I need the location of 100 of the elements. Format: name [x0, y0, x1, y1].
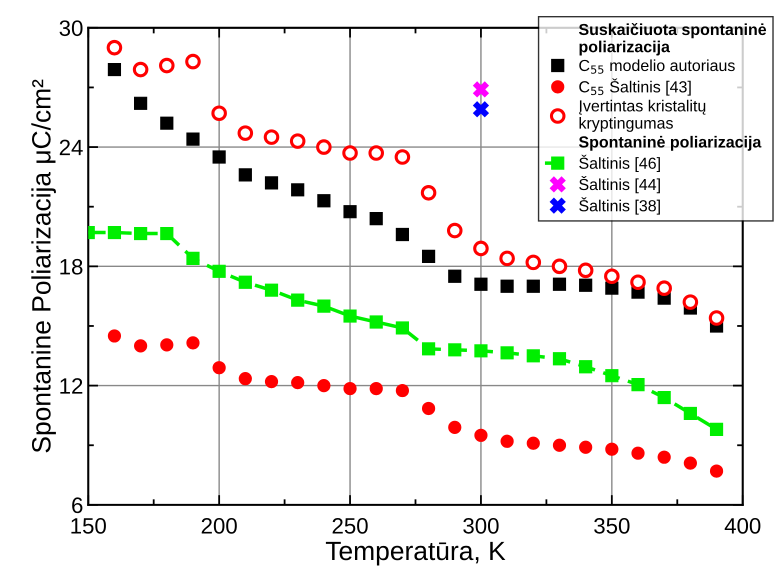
- x-tick-label: 200: [202, 518, 237, 534]
- point: [396, 384, 410, 398]
- point: [604, 268, 620, 284]
- point: [682, 294, 698, 310]
- point: [552, 258, 568, 274]
- point: [605, 369, 618, 382]
- point: [579, 278, 592, 292]
- point: [264, 284, 278, 297]
- point: [212, 150, 226, 164]
- point: [708, 310, 724, 326]
- point: [579, 360, 592, 374]
- point: [552, 278, 566, 291]
- point: [710, 464, 724, 478]
- point: [472, 81, 489, 98]
- point: [317, 300, 330, 313]
- point: [186, 132, 200, 146]
- point: [264, 129, 280, 145]
- point: [132, 62, 148, 78]
- point: [186, 336, 200, 350]
- point: [605, 282, 618, 295]
- point: [343, 382, 357, 396]
- legend-label: Įvertintas kristalitų kryptingumas: [579, 100, 706, 132]
- legend-label: Šaltinis [38]: [579, 197, 660, 215]
- point: [500, 280, 514, 293]
- point: [578, 262, 594, 278]
- point: [106, 40, 122, 56]
- point: [526, 254, 542, 270]
- point: [422, 250, 436, 263]
- point: [212, 264, 226, 278]
- point: [422, 402, 436, 416]
- point: [630, 274, 646, 290]
- point: [605, 442, 618, 456]
- point: [474, 428, 488, 442]
- point: [448, 420, 462, 434]
- point: [499, 250, 515, 266]
- point: [264, 176, 278, 190]
- point: [631, 446, 645, 460]
- legend-label: C$_{55}$ Šaltinis [43]: [579, 78, 691, 96]
- point: [160, 338, 174, 352]
- point: [342, 145, 358, 161]
- x-tick-label: 350: [594, 518, 630, 534]
- point: [370, 212, 383, 226]
- annotation: Spontaninė poliarizacija: [578, 136, 762, 151]
- x-tick-label: 250: [332, 518, 368, 534]
- y-tick-label: 30: [60, 20, 83, 36]
- point: [368, 145, 384, 161]
- point: [212, 361, 226, 374]
- point: [500, 434, 514, 448]
- point: [710, 422, 724, 436]
- point: [658, 390, 671, 404]
- point: [238, 125, 254, 141]
- point: [238, 276, 252, 289]
- point: [108, 62, 122, 76]
- point: [526, 436, 540, 450]
- point: [160, 116, 174, 130]
- x-tick-label: 150: [71, 518, 106, 534]
- point: [185, 54, 201, 70]
- point: [160, 226, 174, 240]
- point: [446, 222, 463, 238]
- point: [472, 101, 489, 118]
- point: [684, 406, 697, 420]
- point: [108, 226, 122, 240]
- y-tick-label: 24: [60, 140, 83, 156]
- point: [291, 183, 304, 196]
- point: [186, 252, 200, 265]
- point: [422, 342, 436, 356]
- point: [500, 346, 514, 360]
- y-tick-label: 18: [60, 258, 82, 275]
- point: [631, 378, 645, 392]
- point: [394, 149, 410, 165]
- point: [370, 315, 383, 329]
- point: [343, 205, 357, 218]
- legend-label: Šaltinis [44]: [579, 176, 660, 194]
- point: [134, 96, 148, 110]
- point: [291, 294, 304, 307]
- point: [684, 456, 697, 470]
- point: [291, 376, 304, 390]
- point: [396, 321, 410, 335]
- point: [264, 375, 278, 388]
- point: [238, 168, 252, 182]
- point: [108, 329, 122, 343]
- y-axis-title: Spontanine Poliarizacija μC/cm²: [31, 80, 56, 452]
- point: [343, 309, 357, 323]
- point: [656, 280, 672, 296]
- y-tick-label: 12: [60, 378, 82, 394]
- point: [290, 133, 306, 149]
- x-tick-label: 400: [724, 518, 760, 534]
- legend-label: C$_{55}$ modelio autoriaus: [579, 59, 735, 74]
- point: [316, 139, 332, 155]
- point: [317, 194, 330, 208]
- point: [317, 379, 330, 392]
- point: [473, 240, 489, 256]
- point: [396, 228, 410, 242]
- point: [579, 440, 592, 454]
- point: [474, 278, 488, 291]
- point: [526, 280, 540, 293]
- x-axis-title: Temperatūra, K: [326, 542, 506, 566]
- point: [526, 349, 540, 362]
- point: [211, 105, 227, 122]
- point: [134, 339, 148, 352]
